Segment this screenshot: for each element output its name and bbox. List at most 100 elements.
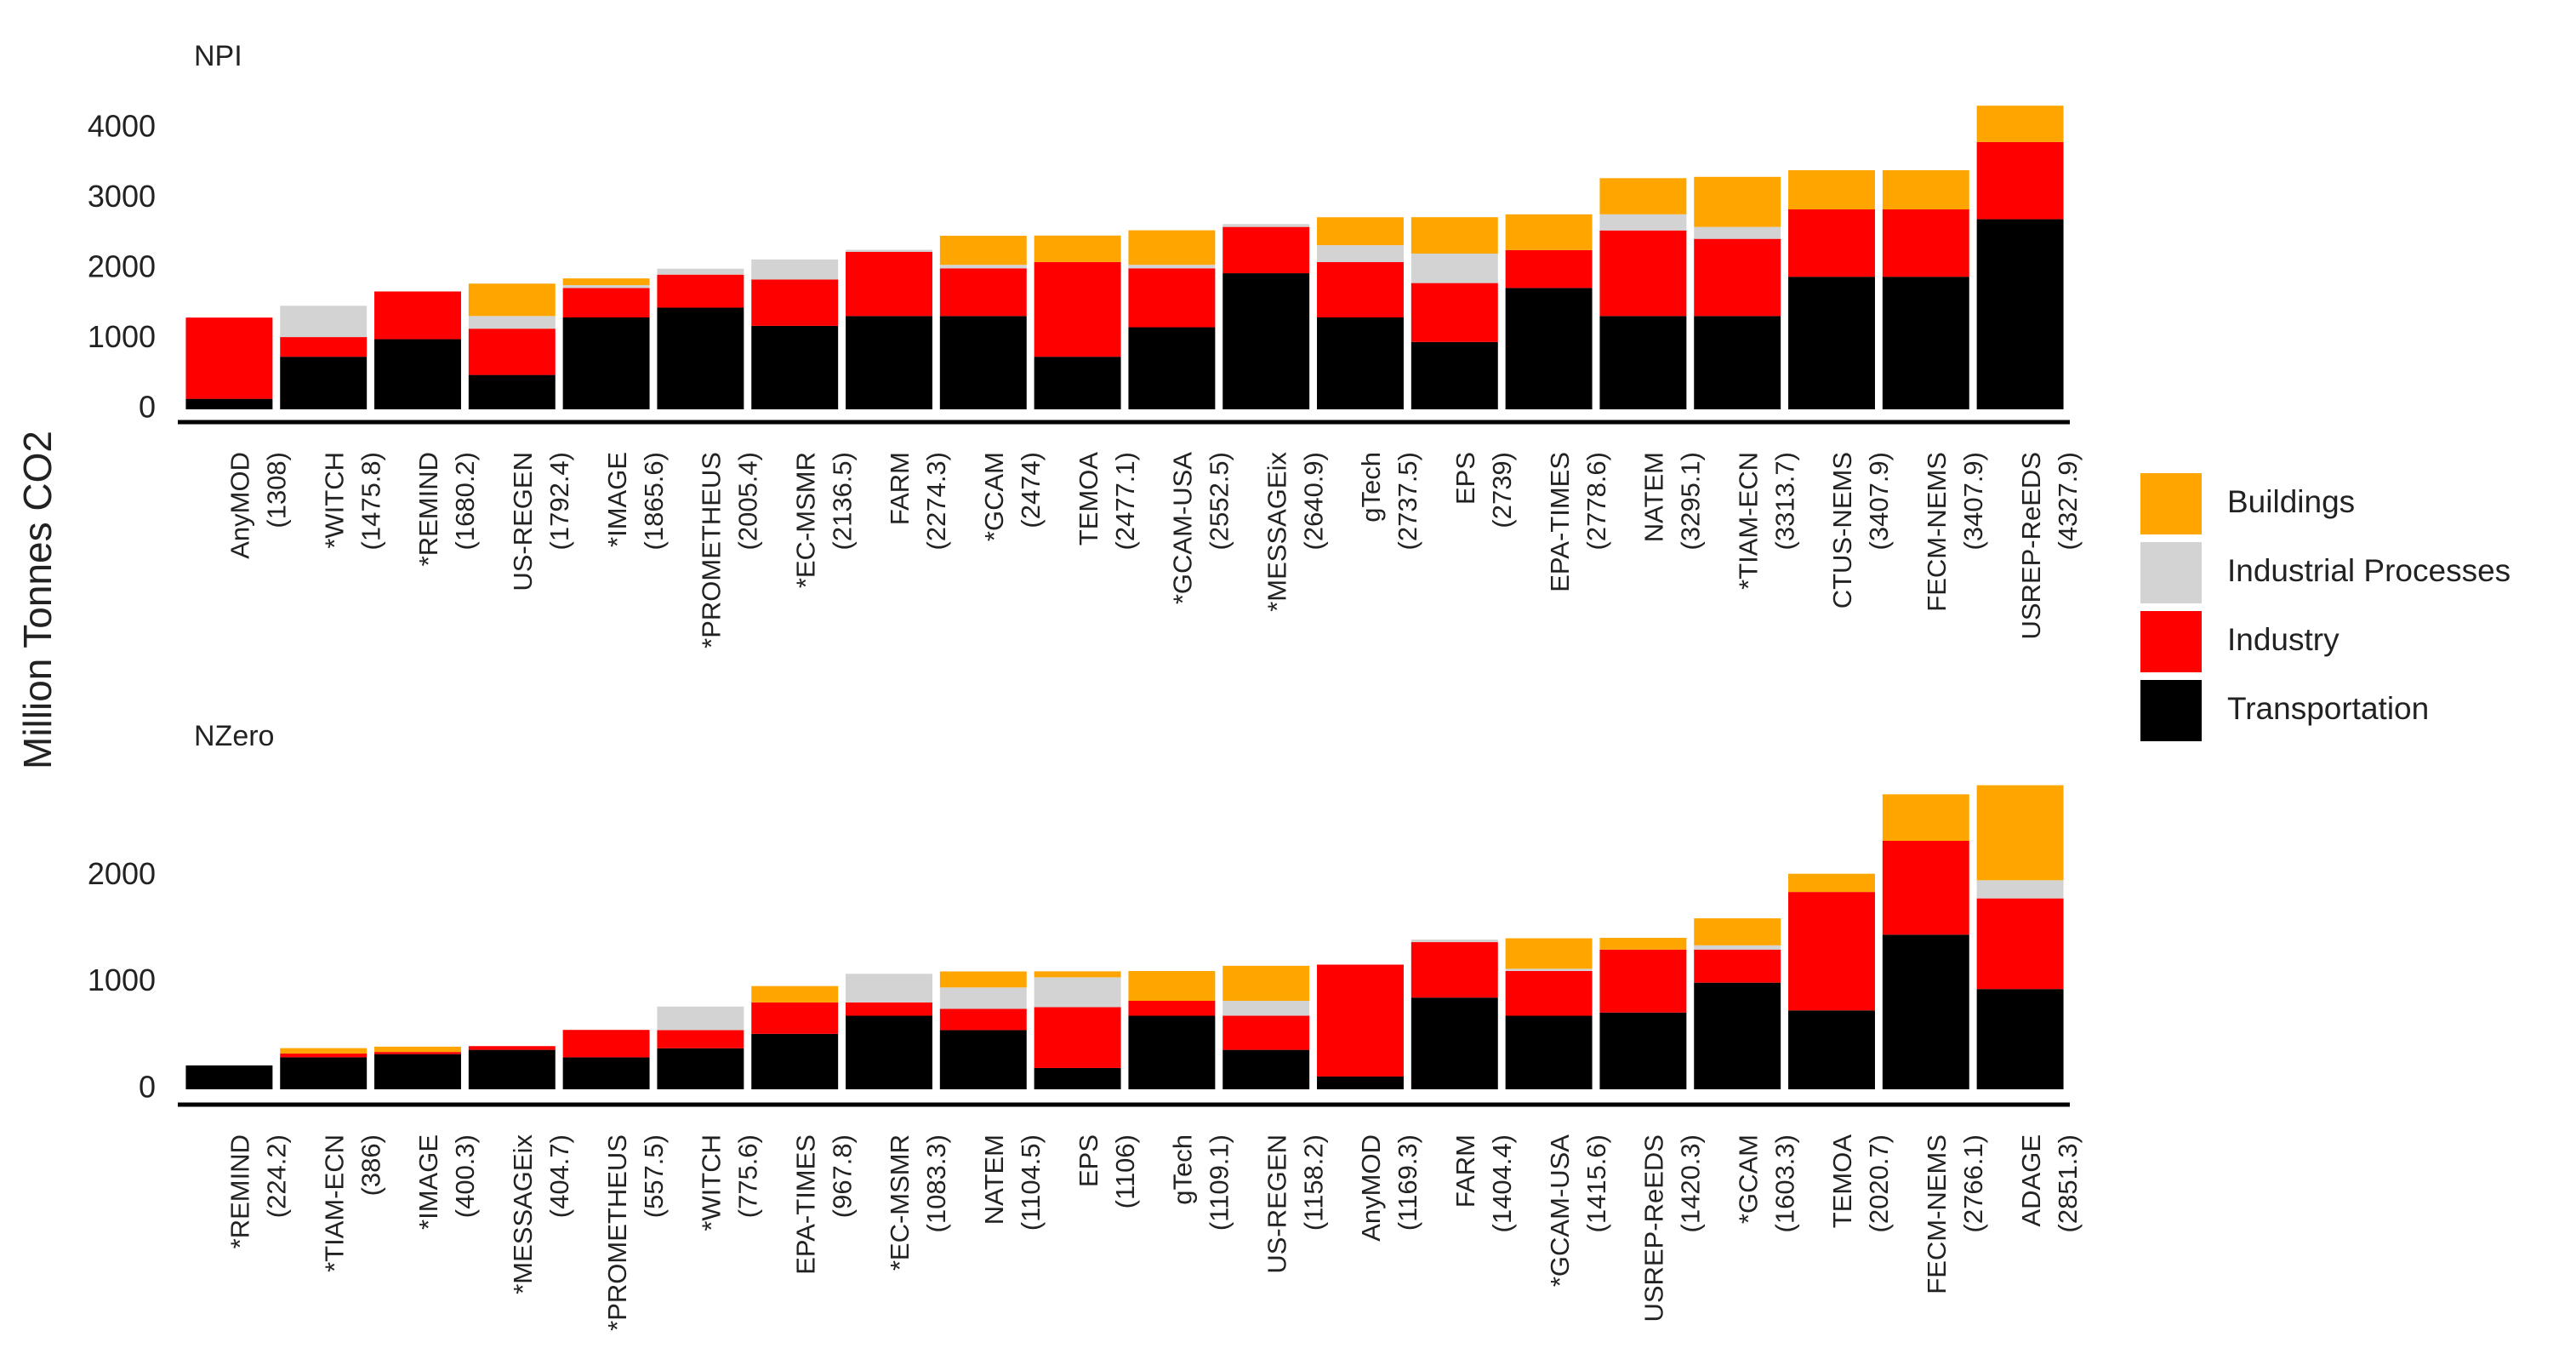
bar-segment bbox=[1882, 277, 1969, 409]
y-tick-label: 1000 bbox=[88, 319, 156, 354]
x-tick-total: (2005.4) bbox=[733, 452, 763, 550]
x-tick-total: (1083.3) bbox=[921, 1134, 951, 1232]
x-tick-total: (2737.5) bbox=[1393, 452, 1422, 550]
bar-segment bbox=[1788, 170, 1875, 210]
bar-segment bbox=[1694, 226, 1781, 239]
x-tick-label: *EC-MSMR bbox=[790, 452, 820, 588]
bar-segment bbox=[1505, 938, 1593, 969]
bar-segment bbox=[1222, 1000, 1310, 1016]
bar-segment bbox=[1034, 1007, 1121, 1068]
bar-segment bbox=[1317, 317, 1404, 409]
bar-segment bbox=[1788, 892, 1875, 1011]
x-tick-total: (1158.2) bbox=[1298, 1134, 1328, 1231]
bar-segment bbox=[1411, 217, 1498, 254]
bar-segment bbox=[562, 317, 650, 409]
x-tick-label: *MESSAGEix bbox=[1262, 452, 1291, 612]
bar-segment bbox=[1034, 261, 1121, 357]
x-tick-total: (2552.5) bbox=[1205, 452, 1234, 550]
x-tick-label: gTech bbox=[1168, 1134, 1198, 1205]
x-tick-total: (1109.1) bbox=[1205, 1134, 1234, 1231]
bar-segment bbox=[939, 987, 1027, 1009]
bar-segment bbox=[1694, 982, 1781, 1089]
x-tick-label: *GCAM-USA bbox=[1168, 452, 1198, 604]
bar-segment bbox=[1505, 249, 1593, 288]
bar-segment bbox=[1882, 794, 1969, 841]
bar-segment bbox=[1128, 268, 1216, 328]
legend-swatch bbox=[2140, 542, 2202, 603]
x-tick-label: TEMOA bbox=[1827, 1134, 1857, 1229]
bar-segment bbox=[1505, 970, 1593, 1016]
x-tick-total: (557.5) bbox=[639, 1134, 669, 1218]
bar-segment bbox=[1882, 840, 1969, 935]
bar-segment bbox=[846, 249, 932, 252]
x-tick-total: (2640.9) bbox=[1298, 452, 1328, 550]
bar-segment bbox=[1788, 1010, 1875, 1089]
bar-segment bbox=[1599, 178, 1687, 214]
x-tick-label: FARM bbox=[885, 452, 915, 525]
x-tick-label: CTUS-NEMS bbox=[1827, 452, 1857, 608]
x-tick-label: *GCAM-USA bbox=[1545, 1134, 1575, 1287]
x-tick-label: EPA-TIMES bbox=[790, 1134, 820, 1275]
bar-segment bbox=[1788, 209, 1875, 277]
x-tick-total: (2477.1) bbox=[1110, 452, 1140, 550]
bar-segment bbox=[468, 1049, 556, 1089]
bar-segment bbox=[1694, 238, 1781, 317]
x-tick-total: (1404.4) bbox=[1487, 1134, 1517, 1232]
bar-segment bbox=[185, 1065, 273, 1089]
x-tick-label: EPS bbox=[1074, 1134, 1103, 1187]
x-tick-total: (3407.9) bbox=[1958, 452, 1988, 550]
bar-segment bbox=[1599, 230, 1687, 317]
bar-segment bbox=[374, 339, 461, 409]
bar-segment bbox=[1128, 1000, 1216, 1016]
x-tick-total: (2474) bbox=[1016, 452, 1046, 528]
bar-segment bbox=[939, 1030, 1027, 1089]
bar-segment bbox=[1694, 176, 1781, 227]
x-tick-total: (1680.2) bbox=[450, 452, 480, 550]
chart-title: NPI bbox=[194, 40, 242, 72]
legend-swatch bbox=[2140, 680, 2202, 741]
x-tick-label: NATEM bbox=[1639, 452, 1669, 542]
x-tick-total: (1475.8) bbox=[356, 452, 385, 550]
bar-segment bbox=[751, 1033, 839, 1089]
bar-segment bbox=[280, 306, 368, 338]
bar-segment bbox=[1317, 261, 1404, 317]
bar-segment bbox=[1976, 989, 2064, 1089]
bar-segment bbox=[185, 398, 273, 409]
x-tick-total: (1308) bbox=[262, 452, 292, 528]
bar-segment bbox=[1128, 327, 1216, 409]
x-tick-label: USREP-ReEDS bbox=[1639, 1134, 1669, 1322]
bar-segment bbox=[1034, 357, 1121, 409]
legend-label: Transportation bbox=[2227, 691, 2429, 726]
x-tick-total: (2766.1) bbox=[1958, 1134, 1988, 1232]
bar-segment bbox=[1599, 938, 1687, 950]
bar-segment bbox=[1976, 219, 2064, 409]
x-tick-total: (775.6) bbox=[733, 1134, 763, 1218]
bar-segment bbox=[846, 316, 932, 409]
bar-segment bbox=[1222, 1015, 1310, 1050]
bar-segment bbox=[562, 278, 650, 286]
bar-segment bbox=[846, 251, 932, 317]
bar-segment bbox=[657, 1030, 744, 1048]
bar-segment bbox=[1882, 934, 1969, 1089]
bar-segment bbox=[846, 974, 932, 1003]
bar-segment bbox=[1694, 945, 1781, 950]
x-tick-total: (1603.3) bbox=[1770, 1134, 1799, 1232]
x-tick-label: *TIAM-ECN bbox=[1733, 452, 1763, 590]
bar-segment bbox=[562, 1057, 650, 1089]
chart-title: NZero bbox=[194, 720, 274, 752]
bar-segment bbox=[657, 1048, 744, 1089]
x-tick-label: *IMAGE bbox=[413, 1134, 443, 1230]
bar-segment bbox=[280, 357, 368, 409]
bar-segment bbox=[1694, 316, 1781, 409]
x-tick-total: (3407.9) bbox=[1864, 452, 1894, 550]
bar-segment bbox=[1788, 873, 1875, 893]
bar-segment bbox=[1222, 226, 1310, 274]
bar-segment bbox=[1599, 316, 1687, 409]
bar-segment bbox=[657, 1006, 744, 1031]
bar-segment bbox=[939, 265, 1027, 269]
y-tick-label: 4000 bbox=[88, 109, 156, 144]
bar-segment bbox=[1505, 1015, 1593, 1089]
bar-segment bbox=[468, 374, 556, 409]
bar-segment bbox=[657, 268, 744, 275]
x-tick-total: (2020.7) bbox=[1864, 1134, 1894, 1232]
